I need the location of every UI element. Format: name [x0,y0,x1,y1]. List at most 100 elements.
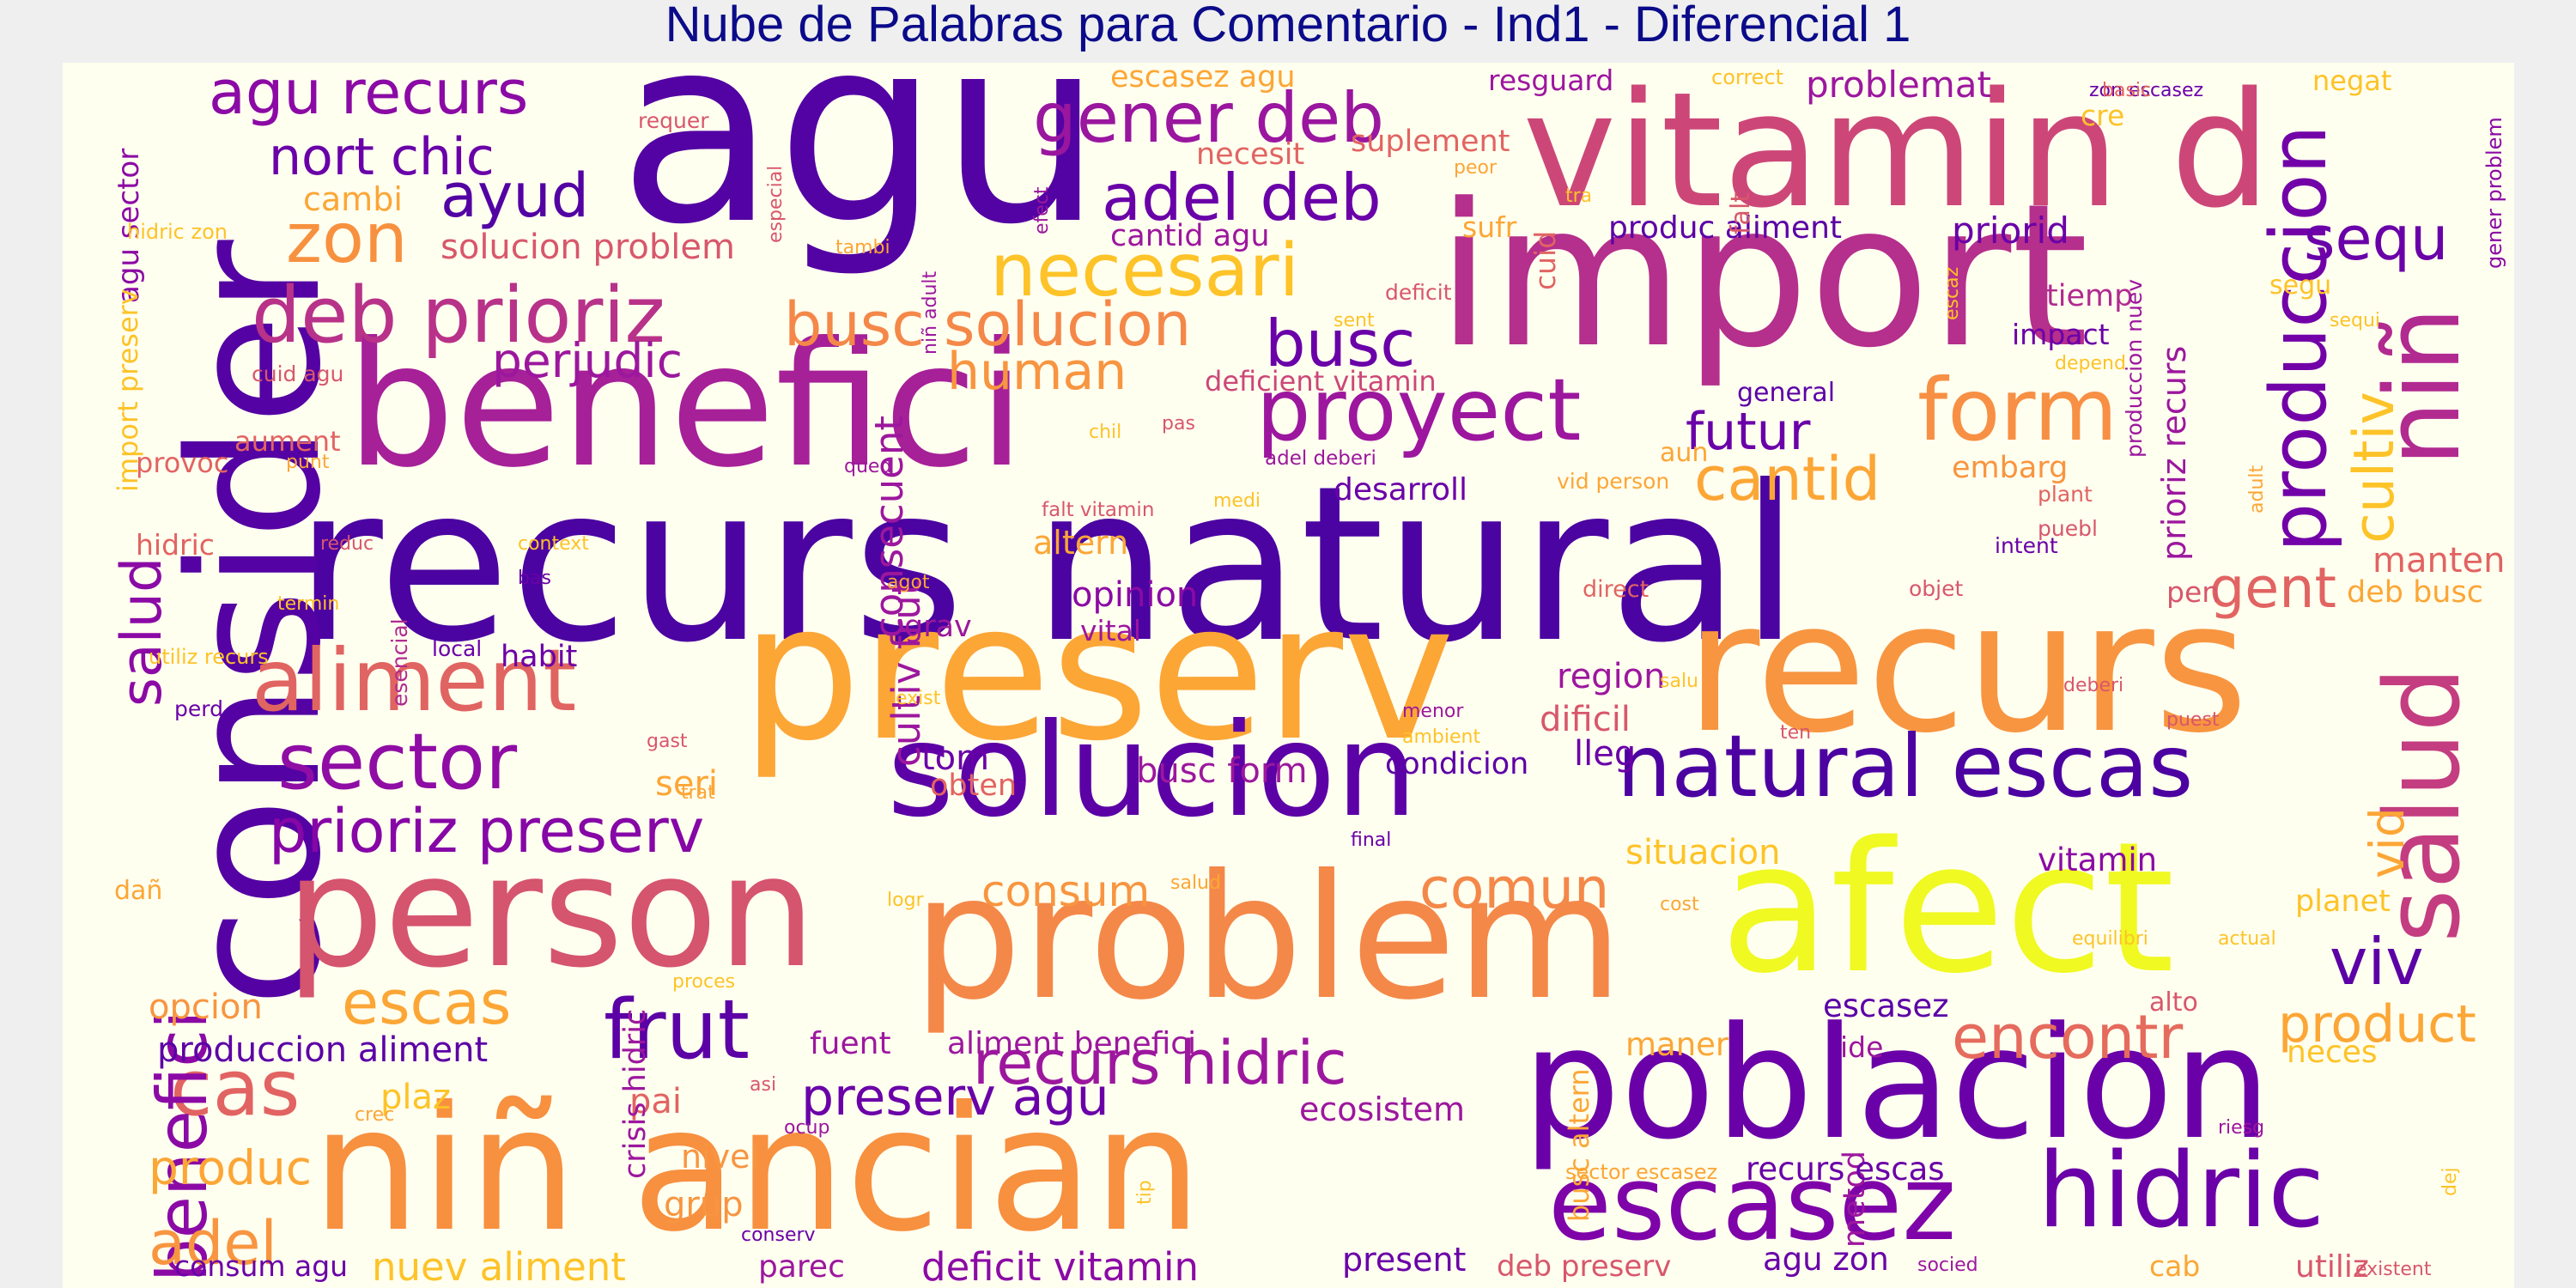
word-zon-escasez: zon escasez [2089,80,2204,101]
word-human: human [947,342,1127,402]
word-condicion: condicion [1385,747,1529,781]
word-correct: correct [1711,65,1784,89]
word-nuev-aliment: nuev aliment [372,1244,626,1288]
word-ide: ide [1840,1030,1884,1064]
word-socied: socied [1917,1255,1978,1276]
word-nort-chic: nort chic [269,127,495,187]
word-gener-deb: gener deb [1033,78,1385,158]
word-embarg: embarg [1952,451,2069,485]
word-consum: consum [981,866,1151,916]
word-preserv-agu: preserv agu [801,1067,1109,1127]
word-conserv: conserv [741,1224,816,1246]
word-adel-deb: adel deb [1102,160,1382,235]
word-suplement: suplement [1351,125,1510,159]
word-efect: efect [1031,186,1053,234]
word-proyect: proyect [1256,360,1582,460]
word-vid: vid [2360,807,2415,878]
word-direct: direct [1583,576,1649,603]
word-plant: plant [2038,482,2093,507]
word-recurs: recurs [1686,562,2249,773]
word-ocup: ocup [784,1117,830,1139]
word-produccion: produccion [2254,125,2344,552]
word-resguard: resguard [1488,64,1614,97]
word-deberi: deberi [2063,675,2124,696]
word-existent: existent [2355,1259,2432,1280]
chart-title: Nube de Palabras para Comentario - Ind1 … [665,0,1911,52]
word-busc-form: busc form [1136,751,1308,791]
word-import: import [1437,162,2089,392]
word-actual: actual [2218,928,2276,950]
word-frut: frut [604,983,750,1078]
word-produccion-nuev: produccion nuev [2122,279,2147,458]
word-exist: exist [896,688,941,709]
word-produc-aliment: produc aliment [1608,210,1843,246]
word-requer: requer [638,108,709,133]
word-basic: basic [2102,80,2152,101]
word-cuid-agu: cuid agu [252,361,344,386]
word-asi: asi [750,1074,777,1096]
word-especial: especial [765,165,787,243]
word-manten: manten [2372,541,2506,580]
word-necesit: necesit [1196,137,1305,172]
word-sufr: sufr [1462,210,1517,244]
word-neces: neces [2287,1035,2378,1070]
word-afect: afect [1720,803,2175,1013]
word-crec: crec [355,1104,395,1126]
word-proces: proces [672,971,736,993]
word-encontr: encontr [1952,1002,2184,1072]
word-gast: gast [647,731,688,752]
word-sector-escasez: sector escasez [1565,1160,1718,1184]
word-alto: alto [2149,987,2198,1018]
word-peor: peor [1454,157,1498,179]
word-impact: impact [2012,318,2110,351]
word-nivel: nivel [681,1138,760,1176]
word-deb-preserv: deb preserv [1497,1249,1672,1284]
word-medi: medi [1213,490,1261,512]
word-deficit-vitamin: deficit vitamin [921,1244,1199,1288]
word-plaz: plaz [380,1078,452,1117]
word-gent: gent [2209,556,2336,621]
word-adult: adult [2246,465,2268,513]
word-falt-vitamin: falt vitamin [1042,499,1155,521]
word-obten: obten [930,769,1018,803]
word-utiliz: utiliz [2295,1249,2369,1285]
word-local: local [432,636,483,661]
word-deb-prioriz: deb prioriz [252,270,665,361]
word-utiliz-recurs: utiliz recurs [149,645,269,669]
word-ambient: ambient [1402,726,1481,748]
word-vital: vital [1080,614,1142,647]
word-person: person [286,823,816,1002]
word-hidric: hidric [2038,1132,2325,1251]
word-comun: comun [1419,857,1610,921]
word-fuent: fuent [810,1026,891,1061]
word-situacion: situacion [1625,833,1781,872]
word-cost: cost [1660,894,1699,915]
word-maner: maner [1625,1026,1729,1063]
word-sequ: sequ [2304,204,2449,274]
word-menor: menor [1402,701,1464,722]
word-tom: tom [921,738,990,778]
word-desarroll: desarroll [1334,472,1468,507]
word-adel-deberi: adel deberi [1265,447,1376,470]
word-pai: pai [629,1082,683,1121]
word-preserv: preserv [741,562,1455,782]
word-parec: parec [758,1249,845,1285]
word-agu-recurs: agu recurs [209,63,529,128]
word-intent: intent [1995,533,2058,558]
word-agot: agot [887,572,930,593]
word-termin: termin [277,593,340,615]
word-aument: aument [234,425,341,458]
word-produc: produc [149,1140,312,1195]
word-depend: depend [2055,353,2126,374]
word-problem: problem [913,838,1624,1038]
word-negat: negat [2312,64,2392,97]
word-cultiv: cultiv [2342,391,2407,544]
word-prioriz-preserv: prioriz preserv [269,796,705,866]
word-reduc: reduc [320,533,374,555]
word-agu: agu [618,63,1103,281]
word-busc: busc [1265,306,1416,381]
word-sequi: sequi [2330,310,2381,331]
word-recurs-escas: recurs escas [1746,1151,1945,1188]
word-aliment-benefici: aliment benefici [947,1026,1197,1061]
word-opinion: opinion [1072,575,1199,615]
